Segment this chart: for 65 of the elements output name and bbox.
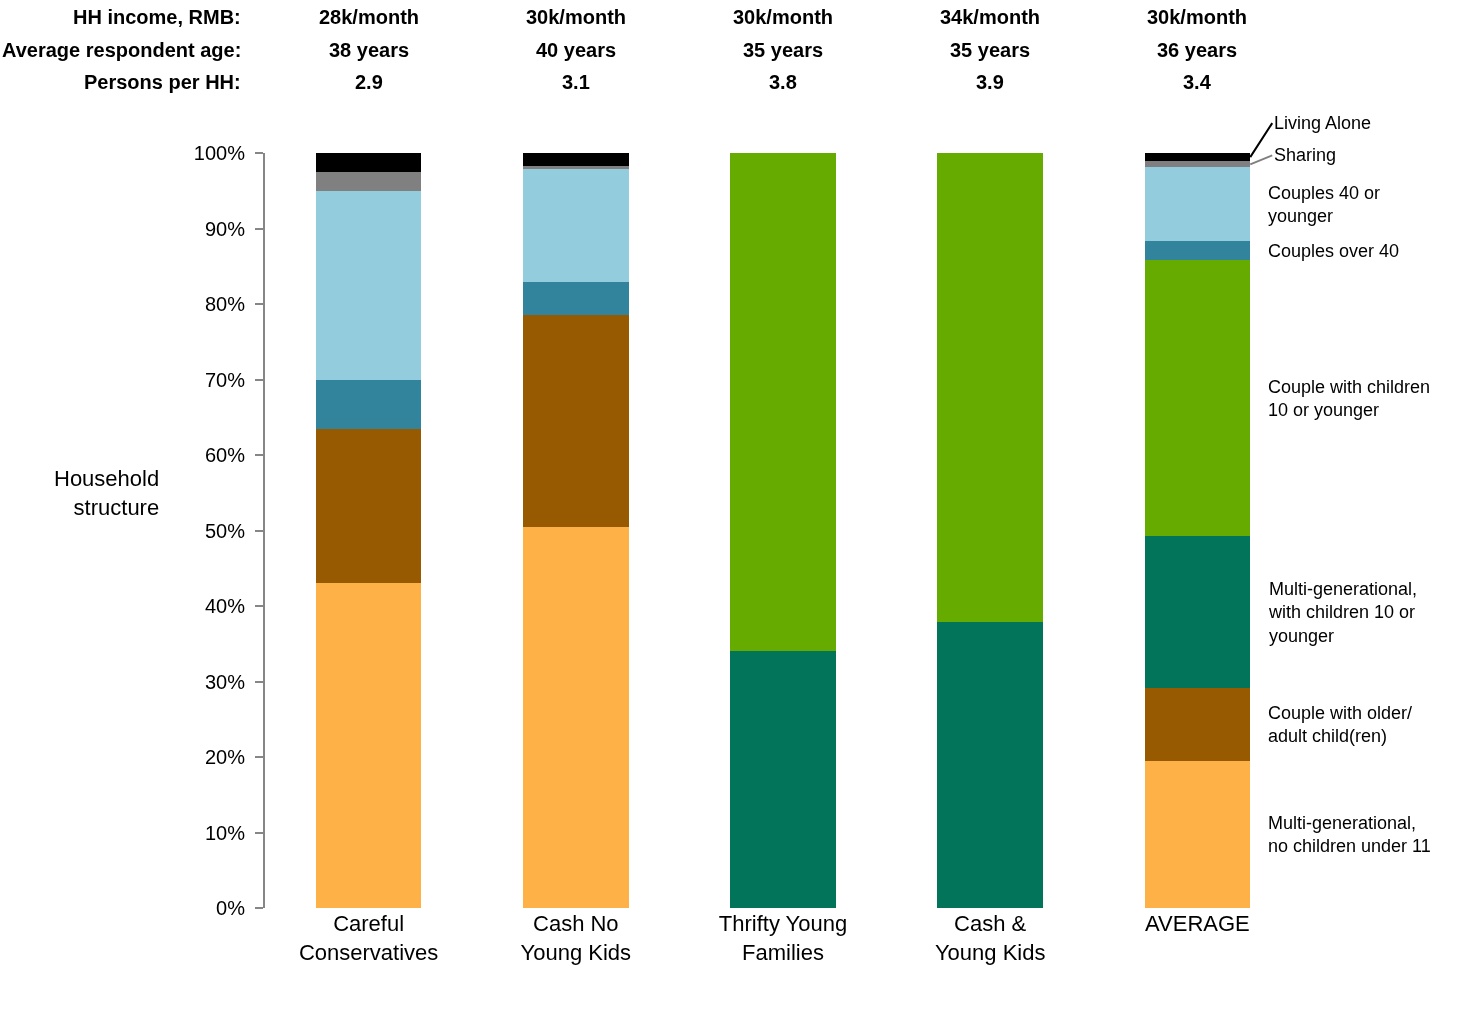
text: 3.8: [769, 71, 797, 93]
series-label: Living Alone: [1274, 113, 1372, 133]
series-label: Multi-generational, no children under 11: [1268, 813, 1431, 857]
bar: [522, 168, 629, 283]
series-label: Couples over 40: [1268, 241, 1400, 261]
y-tick-label: 30%: [204, 670, 246, 693]
text: 40 years: [536, 39, 617, 61]
bar: [522, 153, 629, 166]
bar: [315, 380, 422, 430]
text: 3.1: [562, 71, 590, 93]
bar: [1144, 260, 1251, 536]
text: 30k/month: [526, 6, 627, 28]
bar: [522, 526, 629, 908]
bar: [315, 429, 422, 584]
text: 38 years: [329, 39, 410, 61]
bar: [1144, 241, 1251, 261]
series-label: Couple with older/ adult child(ren): [1268, 703, 1413, 747]
text: 35 years: [950, 39, 1031, 61]
text: 3.4: [1183, 71, 1212, 93]
bar: [1144, 167, 1251, 242]
x-tick-label: AVERAGE: [1145, 911, 1250, 936]
text: Average respondent age:: [2, 39, 242, 61]
y-axis-title: Household structure: [54, 466, 160, 520]
y-tick-label: 100%: [193, 142, 246, 164]
text: 3.9: [976, 71, 1004, 93]
text: 28k/month: [319, 6, 420, 28]
y-tick-label: 60%: [204, 444, 246, 466]
x-tick-label: Cash No Young Kids: [520, 911, 632, 965]
bar: [1144, 688, 1251, 761]
text: HH income, RMB:: [73, 6, 241, 28]
text: 36 years: [1157, 39, 1238, 61]
bar: [315, 190, 422, 381]
bar: [730, 153, 836, 652]
y-tick-label: 80%: [204, 293, 246, 315]
legend-label: Sharing: [1274, 145, 1337, 165]
y-tick-label: 90%: [204, 217, 246, 240]
text: 30k/month: [733, 6, 834, 28]
bar: [1144, 760, 1251, 908]
bar: [315, 171, 422, 191]
bar: [937, 621, 1044, 908]
y-tick-label: 70%: [204, 368, 246, 391]
series-label: Multi-generational, with children 10 or younger: [1268, 579, 1418, 646]
bar: [522, 315, 629, 527]
bar: [937, 153, 1044, 622]
x-tick-label: Careful Conservatives: [298, 911, 439, 965]
y-tick-label: 50%: [204, 519, 246, 542]
x-tick-label: Thrifty Young Families: [718, 911, 848, 965]
y-tick-label: 40%: [204, 595, 246, 617]
text: 30k/month: [1147, 6, 1248, 28]
bar: [315, 583, 422, 908]
y-tick-label: 0%: [216, 897, 246, 919]
bar: [1144, 535, 1251, 689]
text: 34k/month: [940, 6, 1041, 28]
bar: [315, 153, 422, 172]
bar: [522, 282, 629, 316]
text: Persons per HH:: [84, 71, 241, 93]
text: 2.9: [355, 71, 383, 93]
bar: [522, 165, 629, 169]
y-tick-label: 20%: [204, 746, 246, 768]
text: 35 years: [743, 39, 824, 61]
series-label: Couple with children 10 or younger: [1268, 377, 1431, 421]
x-tick-label: Cash & Young Kids: [934, 911, 1046, 965]
series-label: Couples 40 or younger: [1268, 183, 1381, 227]
y-tick-label: 10%: [204, 821, 246, 844]
bar: [730, 651, 836, 908]
